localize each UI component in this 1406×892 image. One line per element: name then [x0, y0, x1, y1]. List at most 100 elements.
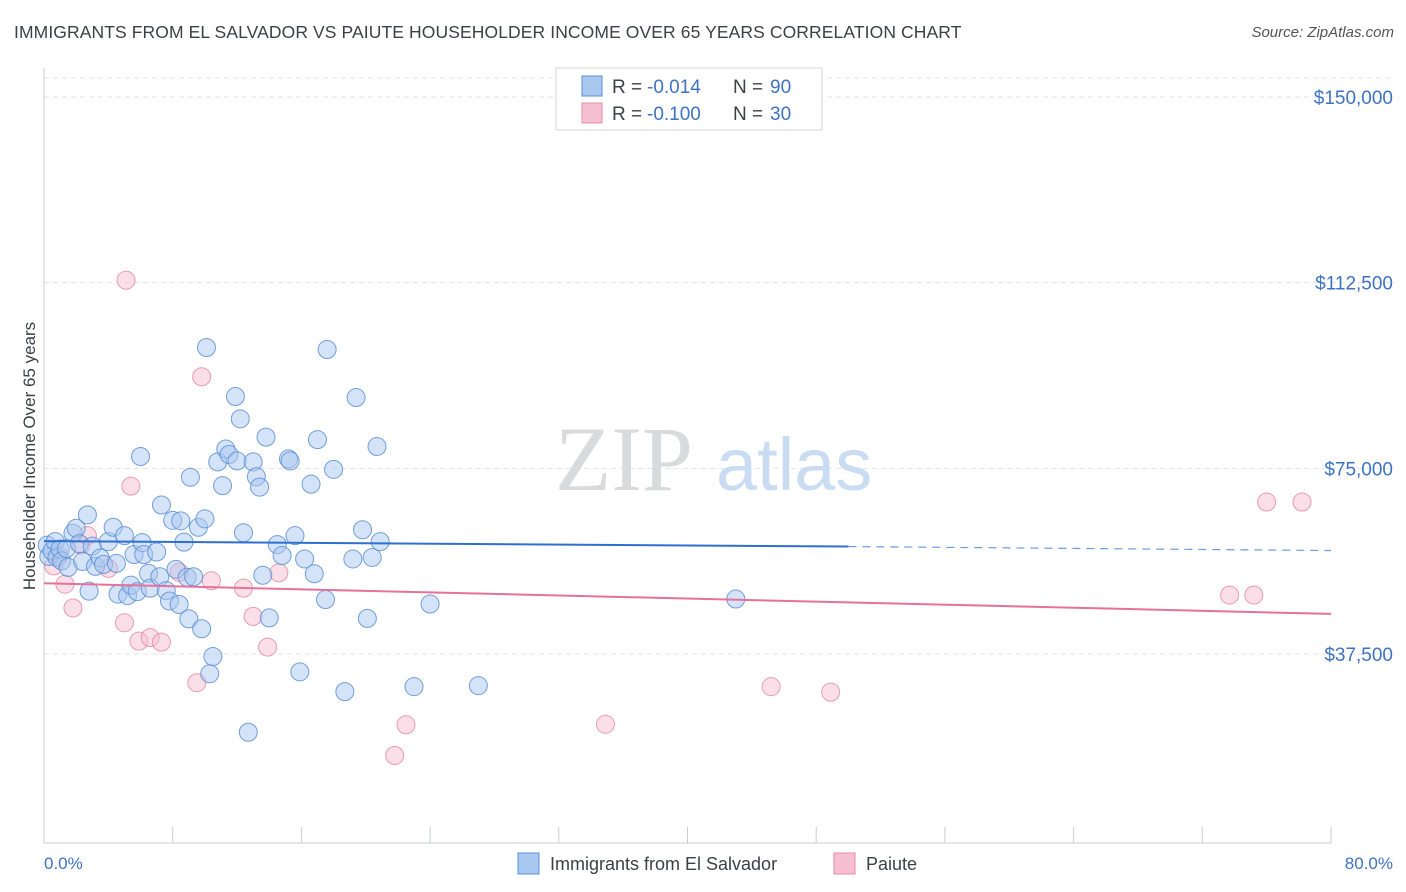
x-tick-label: 80.0% — [1345, 854, 1393, 873]
source-credit: Source: ZipAtlas.com — [1251, 24, 1394, 41]
el-salvador-point — [357, 608, 377, 628]
legend-n-label-blue: N = — [733, 77, 763, 98]
el-salvador-point — [203, 646, 223, 666]
paiute-point — [192, 367, 212, 387]
el-salvador-point — [114, 526, 134, 546]
axes — [43, 68, 1332, 844]
el-salvador-point — [225, 387, 245, 407]
el-salvador-point — [250, 477, 270, 497]
paiute-point — [269, 563, 289, 583]
legend-n-value-blue: 90 — [770, 77, 791, 98]
paiute-point — [1292, 492, 1312, 512]
paiute-point — [151, 632, 171, 652]
el-salvador-point — [227, 451, 247, 471]
el-salvador-point — [324, 459, 344, 479]
paiute-point — [121, 476, 141, 496]
correlation-legend: R = -0.014 N = 90 R = -0.100 N = 30 — [555, 67, 823, 131]
watermark: ZIP atlas — [555, 408, 872, 510]
paiute-point — [114, 613, 134, 633]
el-salvador-point — [304, 564, 324, 584]
el-salvador-point — [195, 509, 215, 529]
paiute-point — [116, 270, 136, 290]
y-tick-label: $75,000 — [1324, 459, 1393, 480]
el-salvador-point — [238, 722, 258, 742]
legend-n-label-pink: N = — [733, 104, 763, 125]
el-salvador-point — [316, 590, 336, 610]
el-salvador-point — [468, 676, 488, 696]
y-axis-label: Householder Income Over 65 years — [20, 322, 39, 590]
series-legend: Immigrants from El Salvador Paiute — [517, 852, 917, 875]
paiute-point — [201, 571, 221, 591]
el-salvador-point — [230, 409, 250, 429]
el-salvador-point — [200, 664, 220, 684]
el-salvador-point — [259, 608, 279, 628]
el-salvador-point — [169, 594, 189, 614]
data-points — [37, 270, 1312, 765]
chart-title: IMMIGRANTS FROM EL SALVADOR VS PAIUTE HO… — [14, 22, 962, 42]
el-salvador-point — [285, 526, 305, 546]
legend-r-value-blue: -0.014 — [647, 77, 701, 98]
el-salvador-point — [79, 581, 99, 601]
legend-n-value-pink: 30 — [770, 104, 791, 125]
y-tick-label: $37,500 — [1324, 645, 1393, 666]
el-salvador-point — [196, 338, 216, 358]
el-salvador-point — [307, 430, 327, 450]
el-salvador-point — [301, 474, 321, 494]
el-salvador-point — [272, 545, 292, 565]
x-tick-labels: 0.0% 80.0% — [44, 854, 1393, 873]
watermark-zip: ZIP — [555, 408, 693, 510]
watermark-atlas: atlas — [716, 423, 872, 506]
el-salvador-point — [346, 388, 366, 408]
el-salvador-point — [171, 511, 191, 531]
paiute-point — [761, 677, 781, 697]
el-salvador-trend-extension — [848, 545, 1332, 552]
paiute-point — [385, 745, 405, 765]
el-salvador-point — [420, 594, 440, 614]
el-salvador-point — [147, 542, 167, 562]
el-salvador-point — [362, 547, 382, 567]
el-salvador-point — [179, 609, 199, 629]
el-salvador-point — [353, 520, 373, 540]
series-label-paiute: Paiute — [866, 854, 917, 874]
el-salvador-trend-line — [43, 540, 849, 548]
y-tick-label: $112,500 — [1315, 274, 1393, 295]
paiute-point — [243, 606, 263, 626]
series-swatch-paiute — [833, 852, 856, 875]
paiute-point — [1244, 585, 1264, 605]
el-salvador-point — [131, 446, 151, 466]
series-label-el-salvador: Immigrants from El Salvador — [550, 854, 777, 874]
el-salvador-point — [253, 565, 273, 585]
legend-r-label-blue: R = — [612, 77, 642, 98]
legend-swatch-pink — [581, 102, 603, 124]
trend-lines — [43, 540, 1332, 615]
legend-r-value-pink: -0.100 — [647, 104, 701, 125]
el-salvador-point — [180, 467, 200, 487]
el-salvador-point — [280, 451, 300, 471]
y-tick-labels: $37,500 $75,000 $112,500 $150,000 — [1314, 88, 1393, 666]
el-salvador-point — [370, 532, 390, 552]
paiute-point — [258, 637, 278, 657]
el-salvador-point — [367, 437, 387, 457]
paiute-point — [1220, 585, 1240, 605]
el-salvador-point — [151, 495, 171, 515]
el-salvador-point — [184, 567, 204, 587]
paiute-trend-line — [43, 582, 1332, 615]
paiute-point — [595, 714, 615, 734]
el-salvador-point — [192, 619, 212, 639]
paiute-point — [821, 682, 841, 702]
legend-swatch-blue — [581, 75, 603, 97]
el-salvador-point — [404, 677, 424, 697]
gridlines — [44, 77, 1395, 655]
el-salvador-point — [317, 340, 337, 360]
paiute-point — [1257, 492, 1277, 512]
el-salvador-point — [256, 427, 276, 447]
series-swatch-el-salvador — [517, 852, 540, 875]
el-salvador-point — [106, 553, 126, 573]
paiute-point — [396, 715, 416, 735]
el-salvador-point — [233, 523, 253, 543]
el-salvador-point — [295, 549, 315, 569]
el-salvador-point — [335, 682, 355, 702]
el-salvador-point — [290, 662, 310, 682]
x-tick-label: 0.0% — [44, 854, 83, 873]
